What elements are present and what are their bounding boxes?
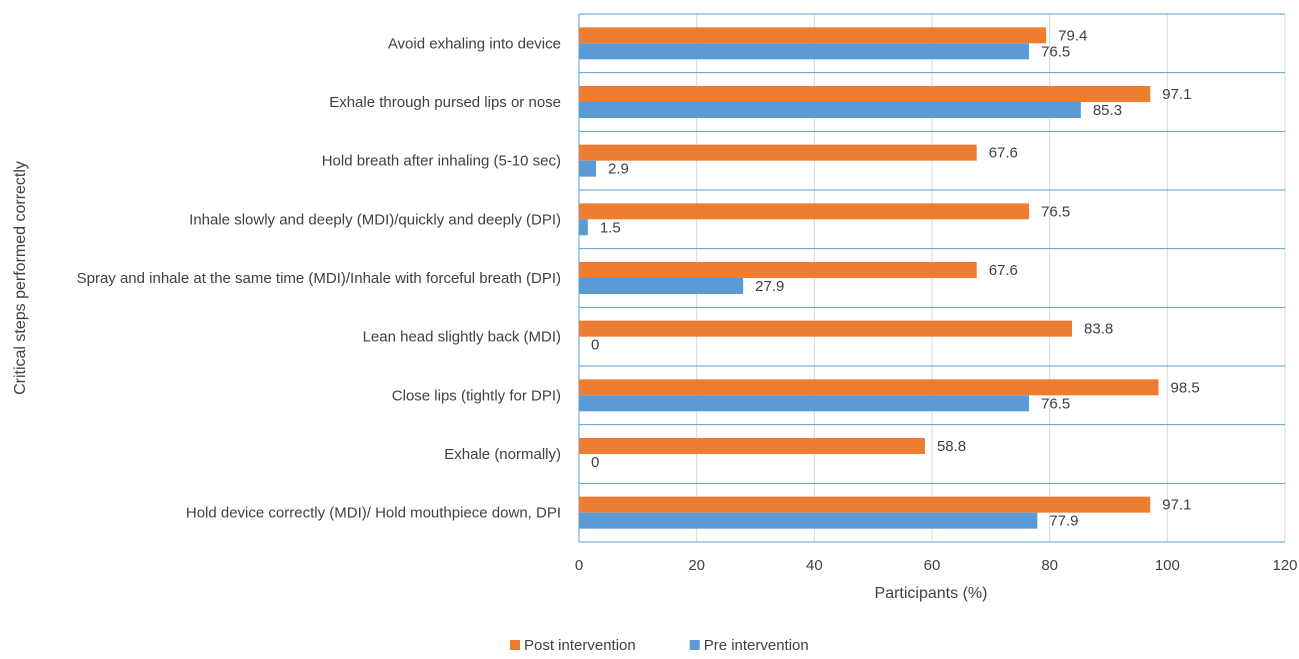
bar-post xyxy=(579,86,1151,102)
x-tick-labels: 0 20 40 60 80 100 120 xyxy=(575,557,1298,574)
bar-pre xyxy=(579,278,744,294)
data-label: 83.8 xyxy=(1084,321,1113,338)
bar-post xyxy=(579,438,925,454)
x-tick-label: 100 xyxy=(1155,557,1180,574)
data-label: 76.5 xyxy=(1041,395,1070,412)
data-label: 97.1 xyxy=(1162,86,1191,103)
data-label: 76.5 xyxy=(1041,43,1070,60)
bar-post xyxy=(579,379,1159,396)
data-label: 85.3 xyxy=(1093,102,1122,119)
category-label: Exhale through pursed lips or nose xyxy=(329,94,561,111)
legend: Post intervention Pre intervention xyxy=(510,637,809,654)
bar-pre xyxy=(579,102,1081,118)
data-label: 27.9 xyxy=(755,278,784,295)
bar-pre xyxy=(579,512,1038,529)
x-tick-label: 0 xyxy=(575,557,583,574)
data-label: 67.6 xyxy=(989,145,1018,162)
x-tick-label: 40 xyxy=(806,557,823,574)
legend-swatch xyxy=(510,640,520,650)
bar-post xyxy=(579,320,1073,337)
data-label: 0 xyxy=(591,337,599,354)
category-label: Exhale (normally) xyxy=(444,446,561,463)
bar-post xyxy=(579,203,1030,220)
category-label: Close lips (tightly for DPI) xyxy=(392,387,561,404)
data-label: 0 xyxy=(591,454,599,471)
data-label: 79.4 xyxy=(1058,27,1087,44)
data-label: 98.5 xyxy=(1171,379,1200,396)
data-label: 76.5 xyxy=(1041,203,1070,220)
category-label: Spray and inhale at the same time (MDI)/… xyxy=(77,270,561,287)
category-label: Inhale slowly and deeply (MDI)/quickly a… xyxy=(189,211,561,228)
x-tick-label: 120 xyxy=(1272,557,1297,574)
bar-post xyxy=(579,262,977,278)
data-label: 2.9 xyxy=(608,161,629,178)
data-label: 1.5 xyxy=(600,219,621,236)
data-label: 67.6 xyxy=(989,262,1018,279)
bar-post xyxy=(579,27,1047,44)
bar-pre xyxy=(579,395,1030,412)
data-label: 97.1 xyxy=(1162,497,1191,514)
data-label: 77.9 xyxy=(1049,513,1078,530)
y-axis-title: Critical steps performed correctly xyxy=(12,161,29,395)
legend-entry: Pre intervention xyxy=(704,637,809,654)
bars xyxy=(579,27,1159,529)
category-label: Hold device correctly (MDI)/ Hold mouthp… xyxy=(186,505,561,522)
data-label: 58.8 xyxy=(937,438,966,455)
x-axis-title: Participants (%) xyxy=(875,585,988,602)
bar-post xyxy=(579,496,1151,513)
x-tick-label: 20 xyxy=(688,557,705,574)
bar-post xyxy=(579,144,977,161)
category-label: Hold breath after inhaling (5-10 sec) xyxy=(322,153,561,170)
legend-entry: Post intervention xyxy=(524,637,636,654)
category-label: Lean head slightly back (MDI) xyxy=(363,329,561,346)
category-label: Avoid exhaling into device xyxy=(388,35,561,52)
bar-pre xyxy=(579,160,597,177)
data-labels: 79.476.597.185.367.62.976.51.567.627.983… xyxy=(591,27,1200,529)
category-labels: Avoid exhaling into device Exhale through… xyxy=(77,35,561,521)
bar-pre xyxy=(579,43,1030,60)
legend-swatch xyxy=(689,640,700,650)
x-tick-label: 80 xyxy=(1041,557,1058,574)
x-tick-label: 60 xyxy=(924,557,941,574)
bar-pre xyxy=(579,219,588,236)
